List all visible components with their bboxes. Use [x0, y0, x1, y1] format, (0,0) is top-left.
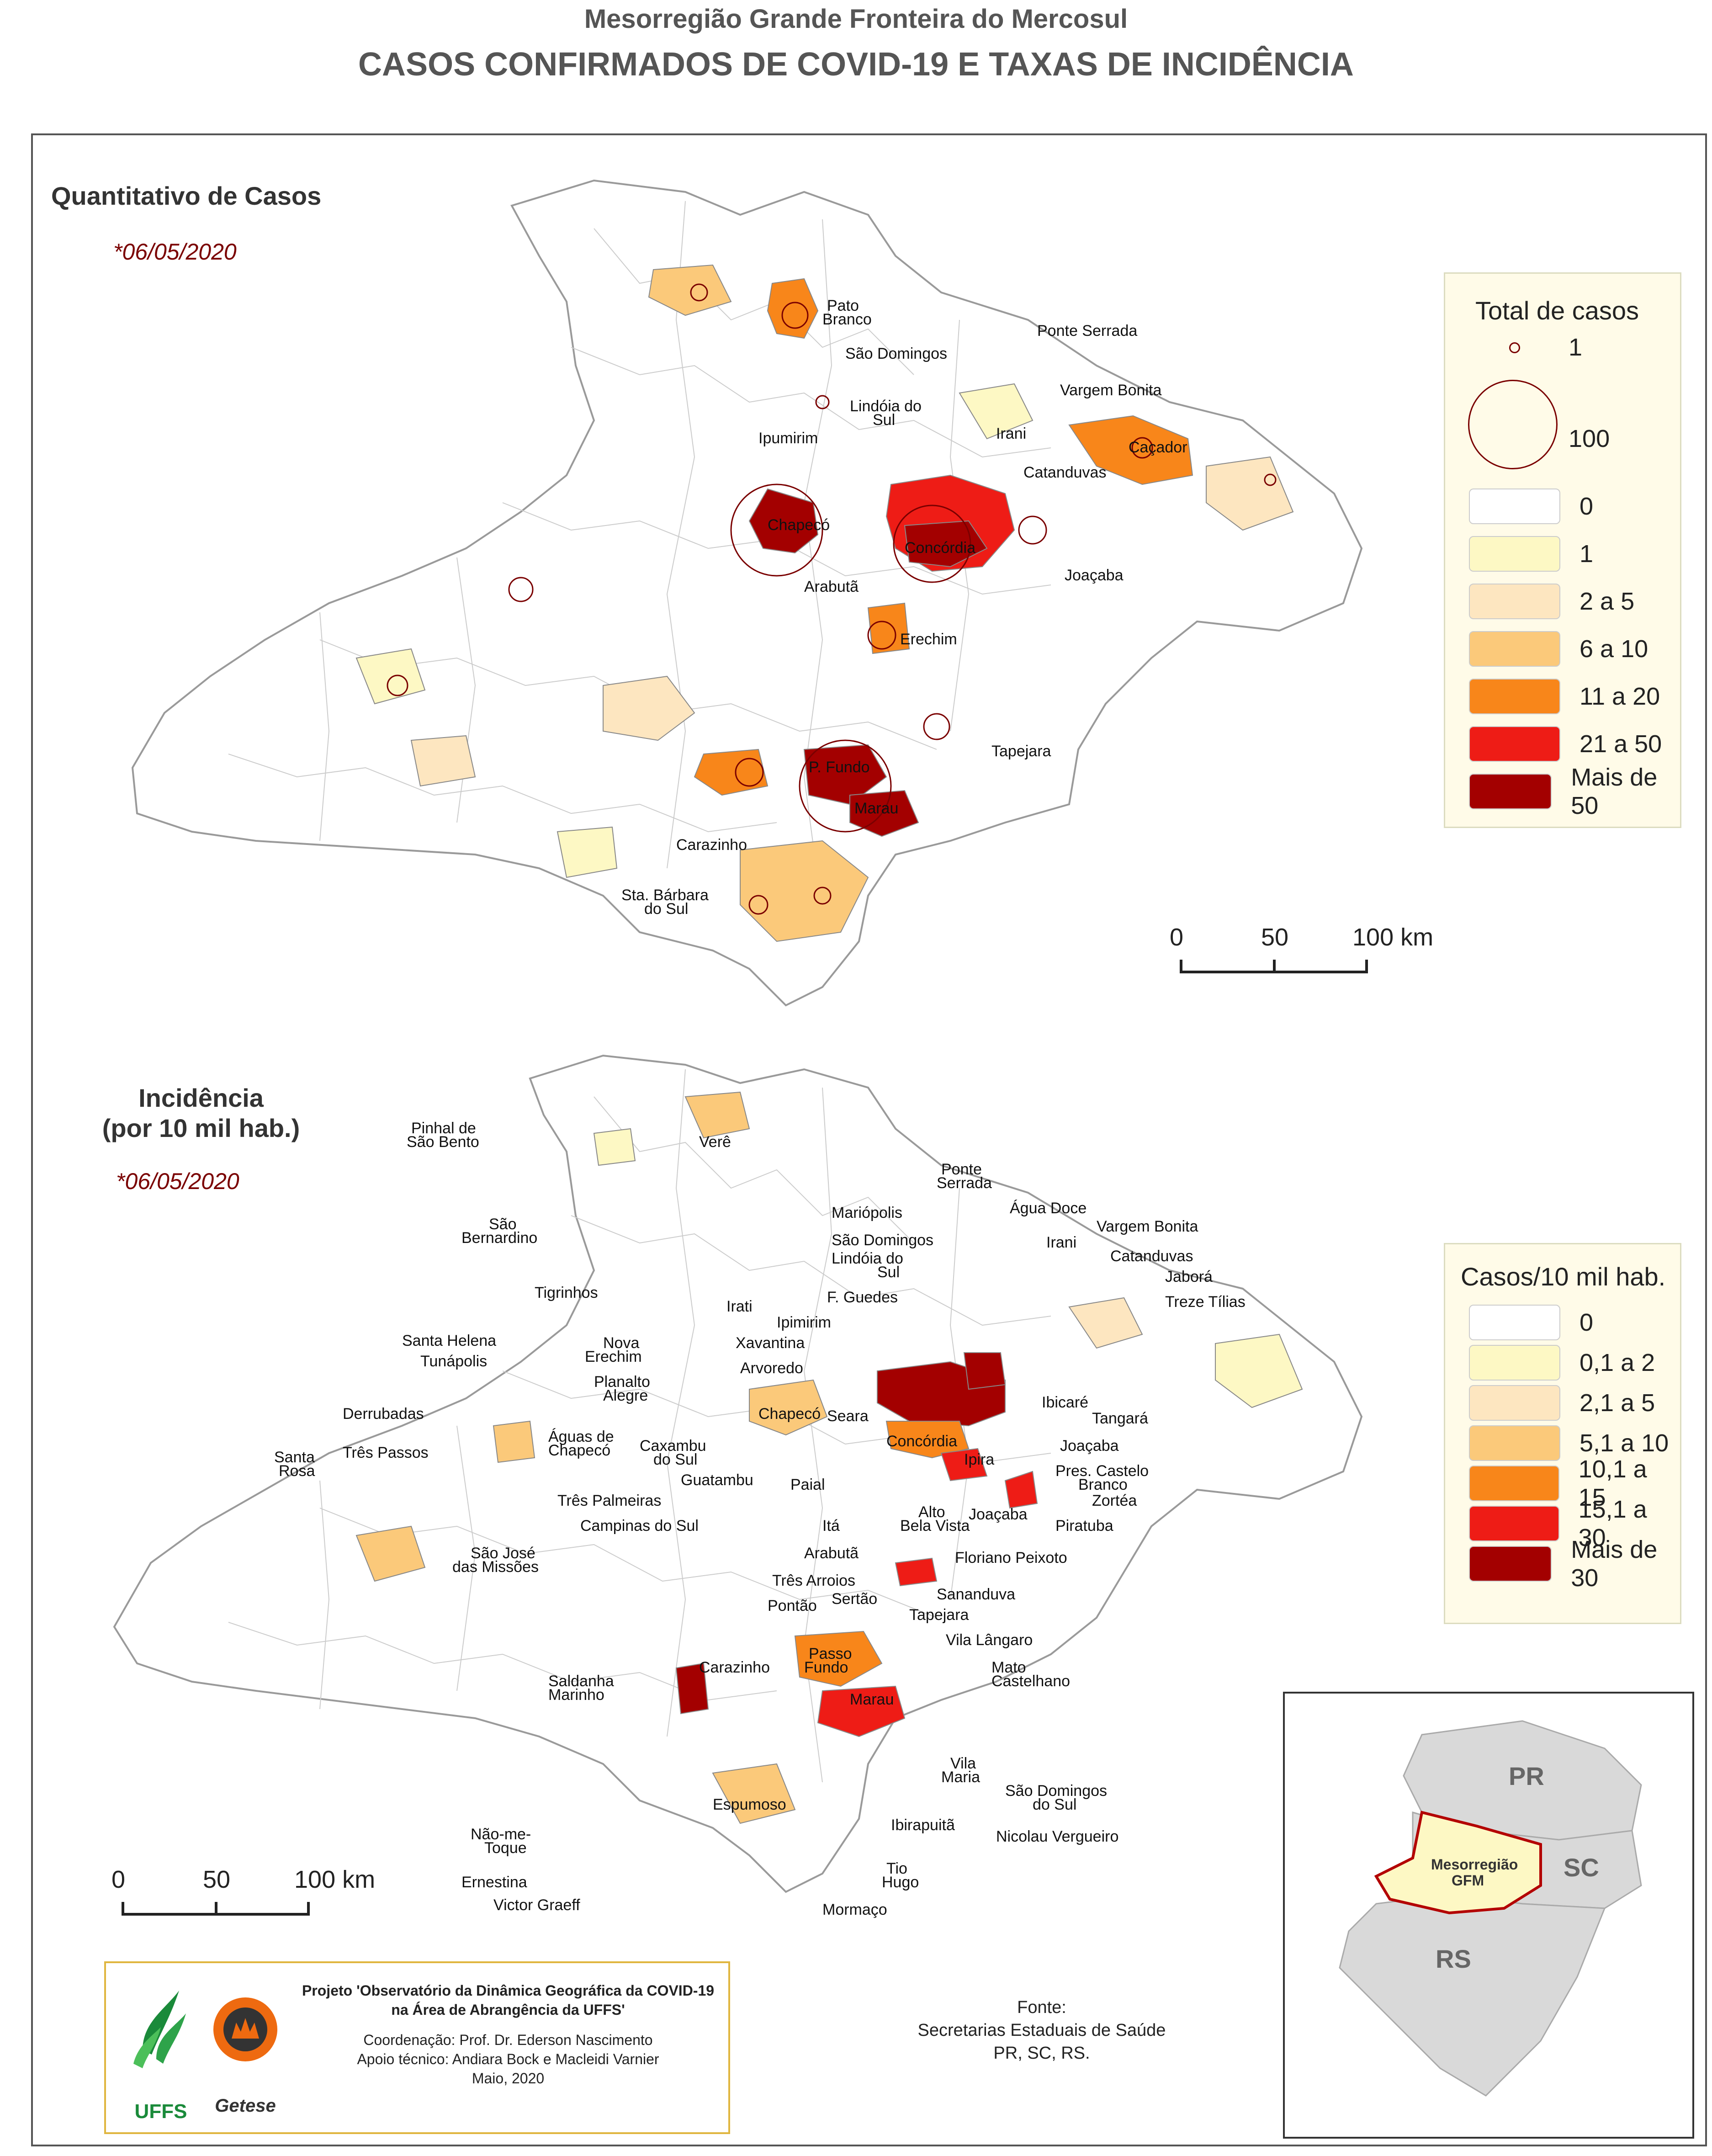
incidence-legend-label: 10,1 a 15 [1578, 1455, 1647, 1511]
cases-legend-row: 11 a 20 [1469, 679, 1660, 714]
cases-legend-row: 2 a 5 [1469, 584, 1634, 619]
cases-legend-swatch [1469, 679, 1560, 714]
getese-logo-icon [213, 1997, 277, 2061]
inset-gfm-region [1374, 1811, 1542, 1915]
incidence-legend-swatch [1469, 1466, 1559, 1501]
cases-legend-swatch [1469, 726, 1560, 762]
cases-legend-label: 0 [1579, 493, 1594, 520]
inset-rs [1339, 1894, 1606, 2097]
credits-coordination: Coordenação: Prof. Dr. Ederson Nasciment… [363, 2032, 653, 2048]
inset-label-sc: SC [1564, 1853, 1599, 1882]
cases-legend-swatch [1469, 489, 1560, 524]
source-line3: PR, SC, RS. [993, 2044, 1090, 2063]
cases-legend-row: 1 [1469, 536, 1593, 572]
incidence-legend-row: Mais de 30 [1469, 1536, 1680, 1592]
cases-legend-label: 11 a 20 [1579, 683, 1660, 710]
incidence-legend-row: 10,1 a 15 [1469, 1455, 1680, 1511]
incidence-legend-swatch [1469, 1305, 1560, 1340]
cases-legend-swatch [1469, 584, 1560, 619]
inset-label-region2: GFM [1452, 1872, 1484, 1889]
circle-size-large-label: 100 [1569, 425, 1610, 452]
cases-legend-label: 21 a 50 [1579, 730, 1662, 758]
scale-label: 50 [1261, 924, 1289, 951]
incidence-legend-row: 0 [1469, 1305, 1593, 1340]
cases-scale-bar: 0 50 100 km [1170, 923, 1444, 987]
inset-locator-map: PR SC RS Mesorregião GFM [1283, 1692, 1694, 2139]
circle-size-small-label: 1 [1569, 334, 1583, 361]
cases-legend-label: 1 [1579, 540, 1594, 568]
credits-project-line2: na Área de Abrangência da UFFS' [391, 2002, 625, 2018]
incidence-legend-row: 0,1 a 2 [1469, 1345, 1655, 1381]
cases-legend-row: Mais de 50 [1469, 764, 1680, 819]
uffs-logo-text: UFFS [134, 2100, 187, 2123]
scale-label: 0 [1170, 924, 1184, 951]
cases-legend-label: 2 a 5 [1579, 588, 1635, 615]
cases-map-date: *06/05/2020 [113, 239, 237, 265]
incidence-legend-row: 2,1 a 5 [1469, 1385, 1655, 1421]
inset-label-region1: Mesorregião [1431, 1856, 1518, 1873]
credits-date: Maio, 2020 [472, 2070, 545, 2087]
incidence-legend-label: 15,1 a 30 [1578, 1496, 1647, 1551]
inset-label-pr: PR [1509, 1762, 1544, 1790]
credits-project-line1: Projeto 'Observatório da Dinâmica Geográ… [302, 1982, 715, 1999]
source-note: Fonte: Secretarias Estaduais de Saúde PR… [868, 1996, 1215, 2065]
incidence-legend-swatch [1469, 1506, 1559, 1541]
getese-logo-text: Getese [215, 2096, 276, 2116]
incidence-legend-swatch [1469, 1385, 1560, 1421]
inset-label-rs: RS [1436, 1944, 1471, 1973]
map-title: Mesorregião Grande Fronteira do Mercosul [584, 4, 1128, 34]
incidence-legend-row: 15,1 a 30 [1469, 1496, 1680, 1551]
incidence-map-title-sub: (por 10 mil hab.) [102, 1114, 300, 1142]
cases-legend-label: 6 a 10 [1579, 635, 1648, 663]
incidence-legend-row: 5,1 a 10 [1469, 1425, 1669, 1461]
incidence-legend-label: 0 [1579, 1309, 1594, 1336]
incidence-legend-title: Casos/10 mil hab. [1461, 1262, 1666, 1291]
incidence-scale-bar: 0 50 100 km [111, 1865, 386, 1929]
incidence-map-title: Incidência [138, 1083, 264, 1112]
cases-legend-row: 0 [1469, 489, 1593, 524]
map-frame [31, 133, 1707, 2146]
uffs-logo-icon [133, 1991, 186, 2068]
credits-box: UFFS Getese Projeto 'Observatório da Din… [104, 1961, 730, 2134]
source-line1: Fonte: [1017, 1998, 1066, 2017]
source-line2: Secretarias Estaduais de Saúde [917, 2021, 1166, 2040]
cases-legend-swatch [1469, 774, 1552, 809]
scale-label: 100 km [294, 1866, 376, 1893]
incidence-legend-label: 5,1 a 10 [1579, 1429, 1669, 1457]
cases-legend-swatch [1469, 631, 1560, 667]
cases-map-title: Quantitativo de Casos [51, 181, 322, 210]
cases-legend-row: 6 a 10 [1469, 631, 1648, 667]
incidence-map-date: *06/05/2020 [116, 1168, 239, 1194]
incidence-legend: Casos/10 mil hab. 0 0,1 a 2 2,1 a 5 5,1 … [1444, 1243, 1681, 1624]
cases-legend-label: Mais de 50 [1571, 764, 1658, 819]
circle-size-small-icon [1509, 342, 1520, 353]
map-subtitle: CASOS CONFIRMADOS DE COVID-19 E TAXAS DE… [358, 46, 1354, 83]
incidence-legend-swatch [1469, 1546, 1552, 1582]
cases-legend-row: 21 a 50 [1469, 726, 1662, 762]
inset-map-shapes: PR SC RS Mesorregião GFM [1339, 1720, 1642, 2097]
incidence-legend-swatch [1469, 1345, 1560, 1381]
cases-legend-title: Total de casos [1475, 296, 1639, 325]
circle-size-large-icon [1468, 380, 1558, 469]
scale-label: 0 [111, 1866, 126, 1893]
scale-label: 100 km [1352, 924, 1434, 951]
incidence-legend-label: 2,1 a 5 [1579, 1389, 1655, 1417]
cases-legend: Total de casos 1 100 0 1 2 a 5 6 a 10 11… [1444, 272, 1681, 828]
incidence-legend-label: Mais de 30 [1571, 1536, 1658, 1592]
incidence-legend-label: 0,1 a 2 [1579, 1349, 1655, 1376]
credits-support: Apoio técnico: Andiara Bock e Macleidi V… [357, 2051, 659, 2067]
scale-label: 50 [203, 1866, 231, 1893]
incidence-legend-swatch [1469, 1425, 1560, 1461]
cases-legend-swatch [1469, 536, 1560, 572]
